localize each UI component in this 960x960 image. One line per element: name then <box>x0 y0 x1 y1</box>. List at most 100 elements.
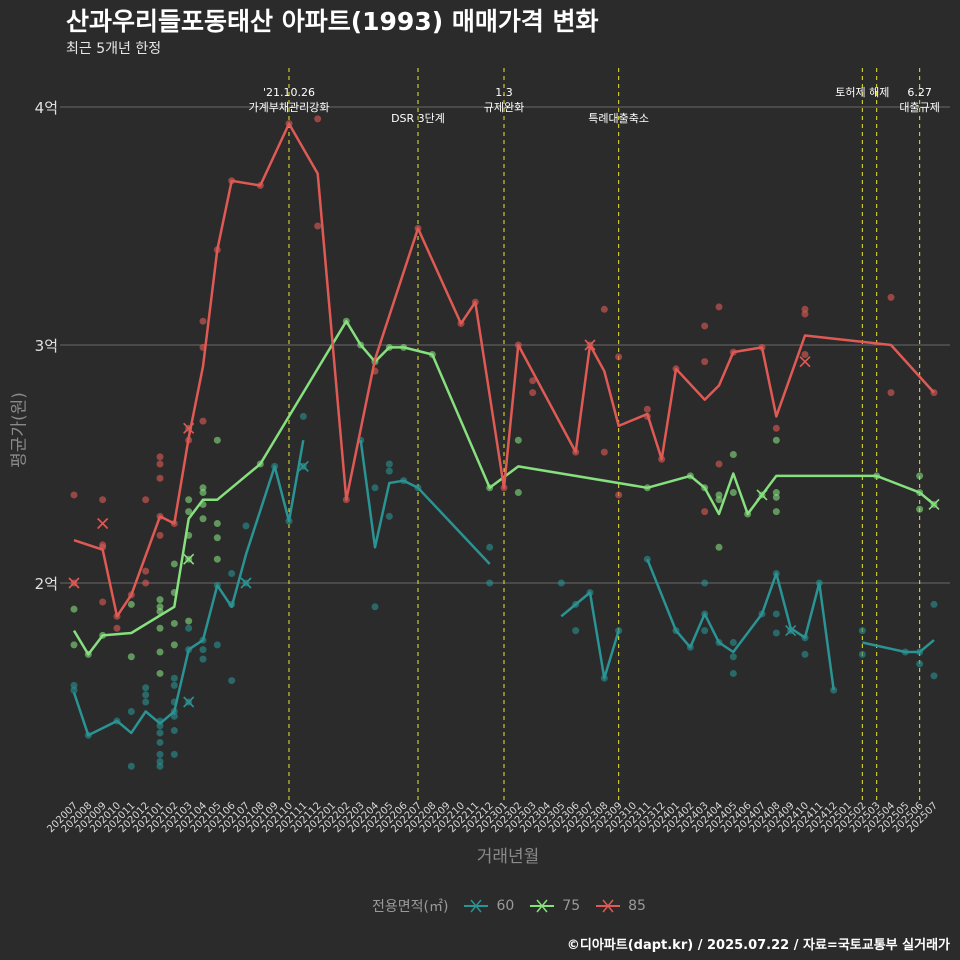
data-point <box>600 305 608 313</box>
data-point <box>729 669 737 677</box>
data-point <box>170 560 178 568</box>
data-point <box>156 750 164 758</box>
data-point <box>729 639 737 646</box>
y-tick-label: 3억 <box>35 337 58 355</box>
data-point <box>156 453 164 461</box>
x-marker <box>183 422 195 434</box>
legend-key-85 <box>596 899 621 913</box>
data-point <box>887 293 895 301</box>
x-marker <box>799 356 811 368</box>
data-point <box>142 579 150 587</box>
data-point <box>199 515 207 523</box>
legend-title: 전용면적(㎡) <box>372 899 449 915</box>
data-point <box>729 653 737 661</box>
data-point <box>314 222 322 230</box>
x-axis-label: 거래년월 <box>476 847 540 867</box>
series-line <box>73 122 935 618</box>
event-label: 6.27 <box>907 86 932 99</box>
data-point <box>127 708 135 716</box>
legend-item-85: 85 <box>594 898 646 914</box>
event-label: '21.10.26 <box>263 86 315 99</box>
data-point <box>514 489 522 497</box>
data-point <box>185 508 193 516</box>
data-point <box>385 460 393 468</box>
data-point <box>729 489 737 497</box>
data-point <box>156 648 164 656</box>
data-point <box>772 436 780 444</box>
data-point <box>772 610 780 618</box>
data-point <box>371 484 379 492</box>
x-marker <box>785 625 797 637</box>
series-line <box>72 439 305 737</box>
data-point <box>170 727 178 735</box>
data-point <box>729 450 737 458</box>
legend-key-60 <box>464 899 489 913</box>
data-point <box>228 569 236 577</box>
data-point <box>199 417 207 425</box>
data-point <box>113 624 121 632</box>
data-point <box>213 555 221 563</box>
x-marker <box>756 489 768 501</box>
data-point <box>486 543 494 551</box>
data-point <box>772 424 780 432</box>
data-point <box>701 579 709 587</box>
data-point <box>170 674 178 682</box>
data-point <box>127 653 135 661</box>
data-point <box>170 641 178 649</box>
event-label: 규제완화 <box>484 101 524 114</box>
data-point <box>156 738 164 746</box>
event-label: 특례대출축소 <box>588 112 649 125</box>
x-marker <box>297 460 309 472</box>
chart-title: 산과우리들포동태산 아파트(1993) 매매가격 변화 <box>66 7 599 36</box>
data-point <box>701 627 709 635</box>
y-tick-label: 2억 <box>35 575 58 593</box>
x-marker <box>68 577 80 589</box>
data-point <box>185 496 193 504</box>
data-point <box>156 474 164 482</box>
data-point <box>801 351 809 359</box>
data-point <box>858 650 866 658</box>
series-60 <box>70 412 938 770</box>
series-75 <box>70 317 940 677</box>
data-point <box>385 467 393 475</box>
data-point <box>801 650 809 658</box>
data-point <box>600 448 608 456</box>
data-point <box>156 722 164 730</box>
data-point <box>213 520 221 527</box>
data-point <box>156 729 164 737</box>
data-point <box>127 600 135 608</box>
data-point <box>199 655 207 663</box>
data-point <box>514 436 522 444</box>
data-point <box>557 579 565 587</box>
legend-key-75 <box>530 899 555 913</box>
series-line <box>646 558 835 691</box>
data-point <box>887 389 895 397</box>
data-point <box>142 567 150 575</box>
data-point <box>385 512 393 520</box>
data-point <box>242 522 250 530</box>
data-point <box>142 698 150 706</box>
event-label: 1.3 <box>495 86 513 99</box>
legend-label-60: 60 <box>496 898 515 914</box>
data-point <box>772 629 780 637</box>
data-point <box>228 677 236 685</box>
data-point <box>643 405 651 413</box>
data-point <box>156 460 164 468</box>
data-point <box>142 684 150 692</box>
data-point <box>170 681 178 689</box>
series-line <box>72 319 935 656</box>
legend: 전용면적(㎡) 60 75 85 <box>372 896 646 916</box>
series-line <box>560 591 620 680</box>
event-label: 가계부채관리강화 <box>249 101 330 114</box>
x-marker <box>240 577 252 589</box>
source-caption: ©디아파트(dapt.kr) / 2025.07.22 / 자료=국토교통부 실… <box>566 938 950 953</box>
data-point <box>701 358 709 366</box>
y-axis-label: 평균가(원) <box>9 392 30 468</box>
data-point <box>213 534 221 542</box>
legend-label-75: 75 <box>562 898 581 914</box>
series-85 <box>68 115 938 632</box>
data-point <box>199 489 207 497</box>
data-point <box>70 686 78 694</box>
x-marker <box>584 339 596 351</box>
